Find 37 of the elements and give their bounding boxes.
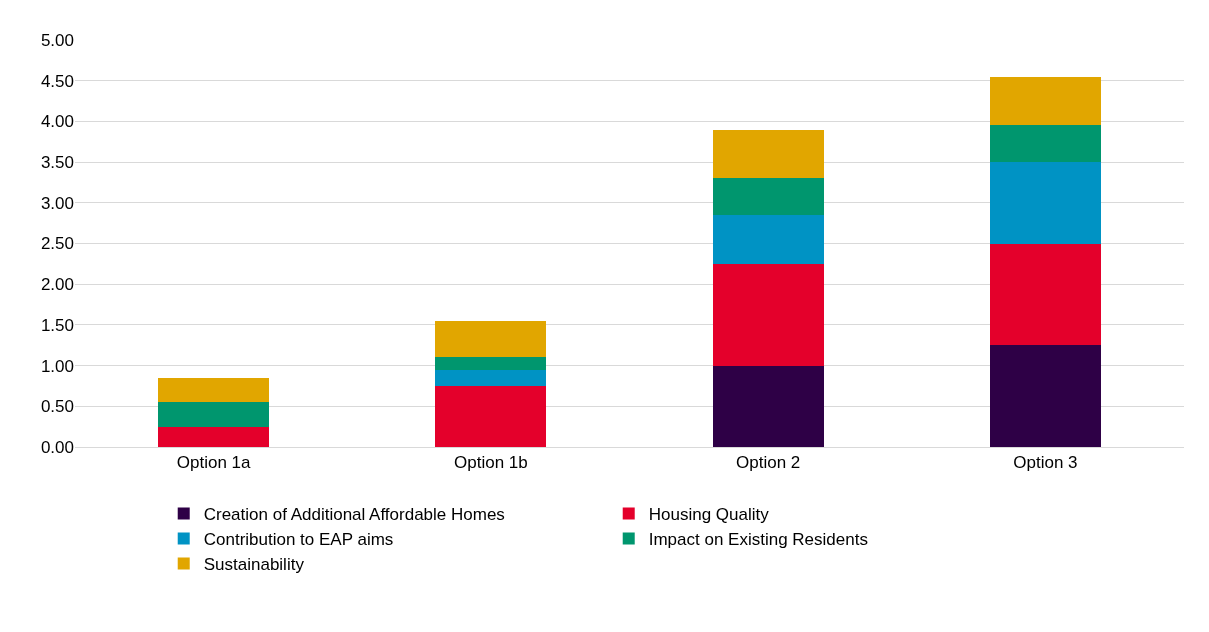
y-tick-label: 0.00 [40,437,74,457]
bar [435,385,547,447]
bar [435,320,547,358]
y-tick-label: 0.50 [40,397,74,417]
legend-label: Impact on Existing Residents [648,530,868,550]
legend-label: Housing Quality [648,505,770,525]
bar [435,357,547,370]
bar [712,178,824,216]
bar [712,365,824,447]
bar [712,215,824,264]
legend-label: Sustainability [203,555,305,575]
bar [989,162,1101,244]
bar [435,369,547,386]
bar [989,345,1101,447]
bar [712,263,824,366]
bar [712,129,824,179]
bar [989,76,1101,126]
legend-label: Contribution to EAP aims [203,530,394,550]
y-tick-label: 1.00 [40,356,74,376]
y-tick-label: 4.50 [40,71,74,91]
y-tick-label: 2.00 [40,275,74,295]
bar [989,125,1101,163]
y-tick-label: 1.50 [40,315,74,335]
y-tick-label: 4.00 [40,112,74,132]
y-tick-label: 3.00 [40,193,74,213]
bar [989,243,1101,346]
bar [158,377,270,403]
y-tick-label: 5.00 [40,30,74,50]
y-tick-label: 2.50 [40,234,74,254]
legend-label: Creation of Additional Affordable Homes [203,505,505,525]
y-tick-label: 3.50 [40,153,74,173]
bar [158,402,270,427]
x-tick-label: Option 3 [1013,453,1078,473]
bar [158,426,270,447]
x-tick-label: Option 2 [736,453,801,473]
x-tick-label: Option 1b [454,453,528,473]
x-tick-label: Option 1a [176,453,252,473]
